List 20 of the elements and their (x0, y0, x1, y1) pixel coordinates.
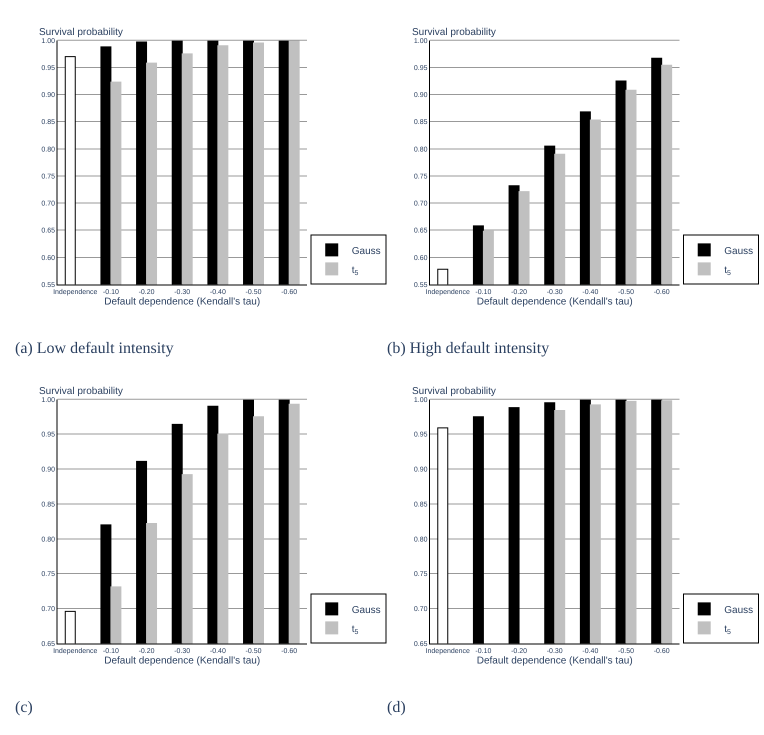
x-axis-title: Default dependence (Kendall's tau) (476, 296, 633, 308)
legend-label: Gauss (724, 246, 754, 257)
text: (c) (15, 699, 33, 716)
legend-label: Gauss (352, 246, 381, 257)
text: (b) High default intensity (387, 340, 550, 357)
legend-label: Gauss (724, 604, 754, 616)
text: (d) (387, 699, 406, 716)
x-axis-title: Default dependence (Kendall's tau) (104, 655, 260, 666)
x-axis-title: Default dependence (Kendall's tau) (104, 296, 260, 308)
legend-label: t$_{5}$ (352, 264, 359, 277)
y-axis-title: Survival probability (412, 386, 496, 397)
y-axis-title: Survival probability (412, 27, 496, 38)
legend-label: t$_{5}$ (352, 624, 359, 636)
legend-label: t$_{5}$ (724, 264, 732, 277)
y-axis-title: Survival probability (39, 27, 123, 38)
text: (a) Low default intensity (15, 340, 174, 357)
x-axis-title: Default dependence (Kendall's tau) (476, 655, 633, 666)
legend-label: Gauss (352, 604, 381, 616)
legend-label: t$_{5}$ (724, 624, 732, 636)
y-axis-title: Survival probability (39, 386, 123, 397)
